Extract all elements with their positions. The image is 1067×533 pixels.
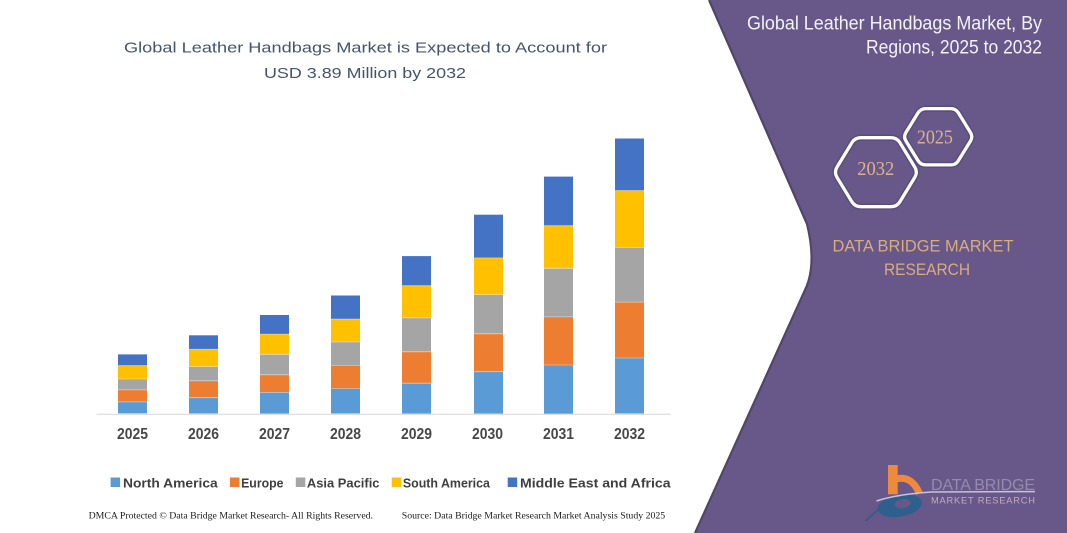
svg-text:DMCA Protected © Data Bridge M: DMCA Protected © Data Bridge Market Rese… [89,511,373,522]
svg-text:North America: North America [123,476,219,491]
svg-text:USD 3.89 Million by 2032: USD 3.89 Million by 2032 [264,65,466,82]
svg-text:Europe: Europe [241,476,283,491]
svg-text:2029: 2029 [401,426,432,443]
svg-text:Global Leather Handbags Market: Global Leather Handbags Market is Expect… [124,40,607,57]
svg-text:Global Leather Handbags Market: Global Leather Handbags Market, By [747,14,1042,35]
svg-text:2032: 2032 [857,158,894,180]
svg-text:RESEARCH: RESEARCH [884,260,970,279]
svg-text:2026: 2026 [188,426,219,443]
svg-text:Asia Pacific: Asia Pacific [307,476,380,491]
svg-text:Middle East and Africa: Middle East and Africa [520,476,671,491]
svg-text:DATA BRIDGE MARKET: DATA BRIDGE MARKET [833,237,1014,256]
svg-text:South America: South America [403,476,491,491]
svg-text:2032: 2032 [614,426,645,443]
svg-text:2025: 2025 [117,426,148,443]
svg-text:DATA BRIDGE: DATA BRIDGE [931,477,1035,494]
svg-text:2027: 2027 [259,426,290,443]
svg-text:2030: 2030 [472,426,503,443]
svg-text:2031: 2031 [543,426,574,443]
svg-text:Regions, 2025 to 2032: Regions, 2025 to 2032 [866,38,1042,59]
svg-text:Source: Data Bridge Market Res: Source: Data Bridge Market Research Mark… [402,511,665,522]
svg-text:2028: 2028 [330,426,361,443]
svg-text:MARKET RESEARCH: MARKET RESEARCH [931,495,1035,505]
svg-text:2025: 2025 [917,127,953,148]
